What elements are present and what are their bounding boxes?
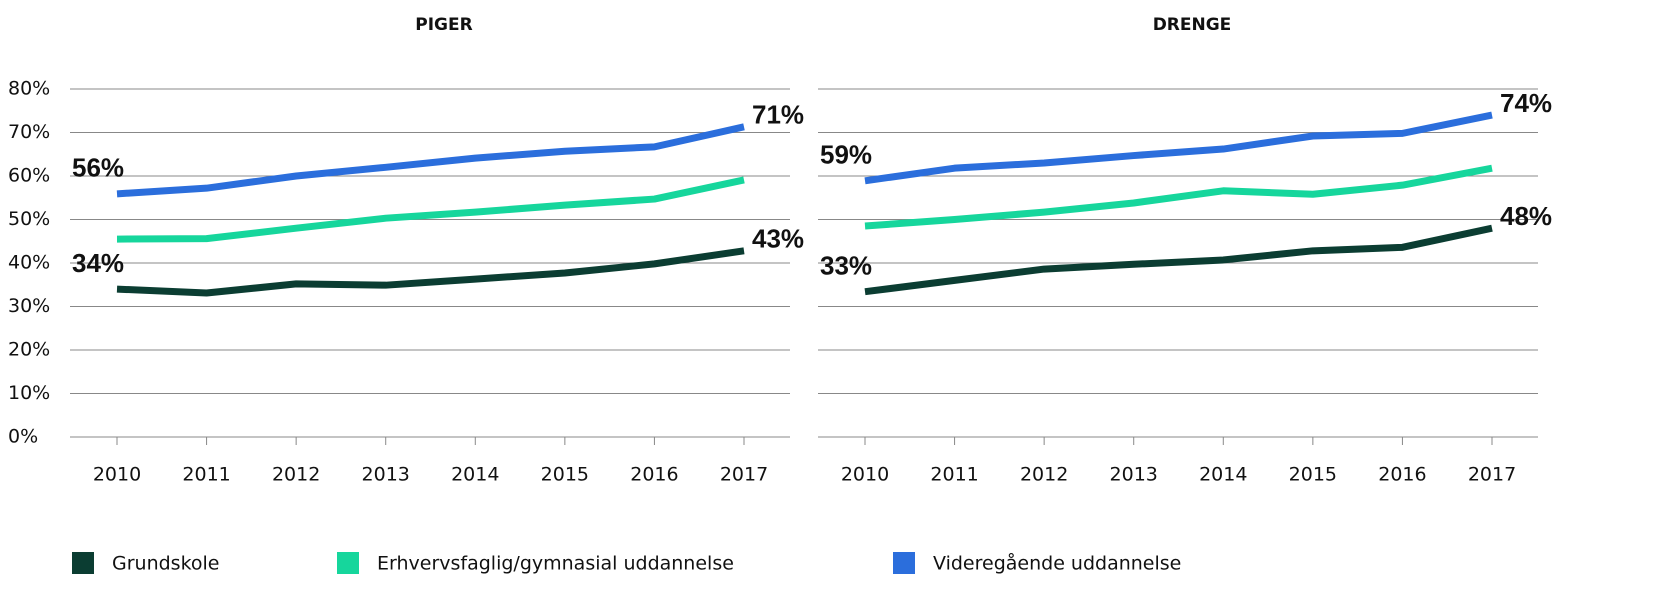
x-tick-label: 2013 [1110, 464, 1158, 486]
chart-title: PIGER [415, 15, 472, 35]
x-tick-label: 2017 [720, 464, 768, 486]
chart-title: DRENGE [1153, 15, 1232, 35]
x-tick-label: 2011 [182, 464, 230, 486]
series-line [116, 247, 745, 297]
legend-swatch [893, 552, 915, 574]
y-tick-label: 70% [8, 121, 50, 143]
data-label: 59% [820, 140, 872, 170]
x-tick-label: 2017 [1468, 464, 1516, 486]
data-label: 43% [752, 224, 804, 254]
x-tick-label: 2015 [1289, 464, 1337, 486]
legend-swatch [72, 552, 94, 574]
series-line [116, 176, 745, 243]
x-tick-label: 2012 [272, 464, 320, 486]
x-tick-label: 2016 [1378, 464, 1426, 486]
data-label: 34% [72, 248, 124, 278]
y-tick-label: 60% [8, 165, 50, 187]
series-line [864, 224, 1493, 296]
x-tick-label: 2015 [541, 464, 589, 486]
x-tick-label: 2012 [1020, 464, 1068, 486]
x-tick-label: 2014 [451, 464, 499, 486]
series-line [116, 123, 745, 198]
legend-label: Erhvervsfaglig/gymnasial uddannelse [377, 553, 734, 575]
data-label: 56% [72, 153, 124, 183]
y-tick-label: 30% [8, 295, 50, 317]
y-tick-label: 0% [8, 426, 38, 448]
x-tick-label: 2013 [362, 464, 410, 486]
y-tick-label: 80% [8, 78, 50, 100]
data-label: 48% [1500, 201, 1552, 231]
x-tick-label: 2010 [93, 464, 141, 486]
y-tick-label: 10% [8, 382, 50, 404]
x-tick-label: 2011 [930, 464, 978, 486]
legend-swatch [337, 552, 359, 574]
series-line [864, 111, 1493, 185]
x-tick-label: 2010 [841, 464, 889, 486]
legend-label: Grundskole [112, 553, 220, 575]
y-tick-label: 40% [8, 252, 50, 274]
legend-label: Videregående uddannelse [933, 552, 1181, 575]
y-tick-label: 20% [8, 339, 50, 361]
x-tick-label: 2014 [1199, 464, 1247, 486]
y-tick-label: 50% [8, 208, 50, 230]
data-label: 71% [752, 100, 804, 130]
data-label: 33% [820, 251, 872, 281]
x-tick-label: 2016 [630, 464, 678, 486]
data-label: 74% [1500, 88, 1552, 118]
series-line [864, 164, 1493, 230]
